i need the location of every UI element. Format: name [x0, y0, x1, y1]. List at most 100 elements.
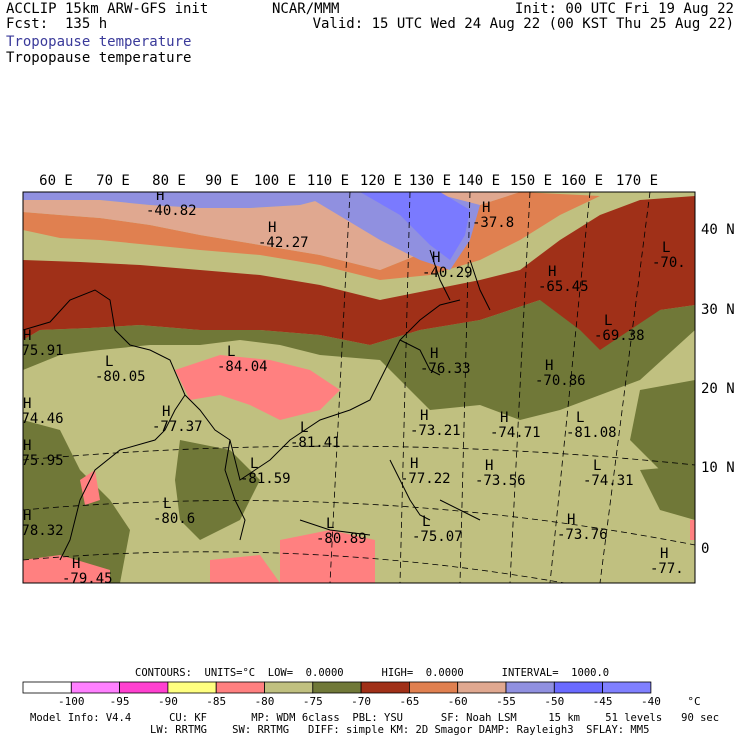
extremum-value: -75.91 [13, 343, 64, 359]
legend-tick: -90 [158, 695, 178, 708]
extremum-marker: H [23, 328, 31, 344]
extremum-value: -69.38 [594, 328, 645, 344]
lat-label: 20 N [701, 381, 735, 397]
legend-tick: -95 [110, 695, 130, 708]
extremum-value: -77.37 [152, 419, 203, 435]
extremum-value: -74.31 [583, 473, 634, 489]
extremum-marker: L [604, 313, 612, 329]
extremum-value: -77. [650, 561, 684, 577]
legend-swatch [553, 681, 603, 694]
extremum-marker: L [105, 354, 113, 370]
color-legend: -100 -95 -90 -85 -80 -75 -70 -65 -60 -55 -50 -45 -40… [22, 681, 701, 708]
lon-label: 120 E [360, 173, 402, 189]
legend-tick: -55 [496, 695, 516, 708]
longitude-labels: 60 E 70 E 80 E 90 E 100 E 110 E 120 E 130 E 140 … [39, 173, 658, 189]
extremum-marker: L [662, 240, 670, 256]
extremum-value: -73.21 [410, 423, 461, 439]
extremum-marker: H [548, 264, 556, 280]
lat-label: 0 [701, 541, 709, 557]
legend-swatch [22, 681, 72, 694]
extremum-marker: L [227, 344, 235, 360]
legend-tick: -70 [351, 695, 371, 708]
extremum-marker: H [485, 458, 493, 474]
legend-tick: -60 [448, 695, 468, 708]
legend-swatch [215, 681, 265, 694]
legend-swatch [505, 681, 555, 694]
extremum-marker: L [326, 516, 334, 532]
legend-tick: -75 [303, 695, 323, 708]
extremum-value: -80.89 [316, 531, 367, 547]
extremum-marker: H [410, 456, 418, 472]
extremum-value: -77.22 [400, 471, 451, 487]
legend-swatch [457, 681, 507, 694]
legend-units: °C [687, 695, 700, 708]
legend-tick: -50 [544, 695, 564, 708]
extremum-value: -73.76 [557, 527, 608, 543]
extremum-marker: H [268, 220, 276, 236]
extremum-value: -81.41 [290, 435, 341, 451]
lon-label: 140 E [458, 173, 500, 189]
legend-swatch [70, 681, 121, 694]
extremum-value: -76.33 [420, 361, 471, 377]
extremum-value: -79.45 [62, 571, 113, 587]
extremum-marker: L [576, 410, 584, 426]
extremum-marker: H [162, 404, 170, 420]
legend-swatch [312, 681, 362, 694]
extremum-marker: H [23, 438, 31, 454]
lon-label: 100 E [254, 173, 296, 189]
extremum-marker: H [420, 408, 428, 424]
extremum-marker: H [482, 200, 490, 216]
legend-tick: -80 [255, 695, 275, 708]
extremum-value: -70.86 [535, 373, 586, 389]
extremum-marker: L [163, 496, 171, 512]
model-info-line2: LW: RRTMG SW: RRTMG DIFF: simple KM: 2D … [150, 724, 650, 736]
temperature-field [23, 192, 695, 583]
legend-tick: -65 [399, 695, 419, 708]
extremum-marker: H [23, 396, 31, 412]
extremum-value: -73.56 [475, 473, 526, 489]
legend-swatch [119, 681, 169, 694]
lat-label: 30 N [701, 302, 735, 318]
extremum-value: -80.6 [153, 511, 195, 527]
map-frame [22, 191, 696, 584]
legend-tick: -85 [206, 695, 226, 708]
extremum-value: -80.05 [95, 369, 146, 385]
extremum-value: -81.59 [240, 471, 291, 487]
lon-label: 170 E [616, 173, 658, 189]
extremum-marker: H [430, 346, 438, 362]
legend-tick: -40 [641, 695, 661, 708]
extremum-marker: H [72, 556, 80, 572]
extremum-value: -78.32 [13, 523, 64, 539]
extremum-marker: H [545, 358, 553, 374]
lon-label: 60 E [39, 173, 73, 189]
lon-label: 70 E [96, 173, 130, 189]
lon-label: 80 E [152, 173, 186, 189]
extremum-value: -42.27 [258, 235, 309, 251]
extremum-value: -81.08 [566, 425, 617, 441]
extremum-marker: H [23, 508, 31, 524]
extremum-marker: L [593, 458, 601, 474]
extremum-marker: H [567, 512, 575, 528]
model-info-line1: Model Info: V4.4 CU: KF MP: WDM 6class P… [30, 712, 720, 724]
extremum-value: -40.82 [146, 203, 197, 219]
extremum-marker: H [156, 188, 164, 204]
extremum-value: -74.71 [490, 425, 541, 441]
legend-swatch [264, 681, 314, 694]
forecast-hour: Fcst: 135 h [6, 16, 108, 32]
extremum-value: -74.46 [13, 411, 64, 427]
extremum-marker: H [660, 546, 668, 562]
legend-swatch [602, 681, 652, 694]
legend-swatch [167, 681, 217, 694]
legend-swatch [360, 681, 410, 694]
extremum-marker: L [250, 456, 258, 472]
lat-label: 10 N [701, 460, 735, 476]
legend-tick: -100 [58, 695, 85, 708]
extremum-value: -70. [652, 255, 686, 271]
graticule [23, 192, 695, 583]
lon-label: 90 E [205, 173, 239, 189]
lon-label: 150 E [510, 173, 552, 189]
latitude-labels: 40 N 30 N 20 N 10 N 0 [701, 222, 735, 557]
lon-label: 160 E [561, 173, 603, 189]
extremum-value: -75.95 [13, 453, 64, 469]
